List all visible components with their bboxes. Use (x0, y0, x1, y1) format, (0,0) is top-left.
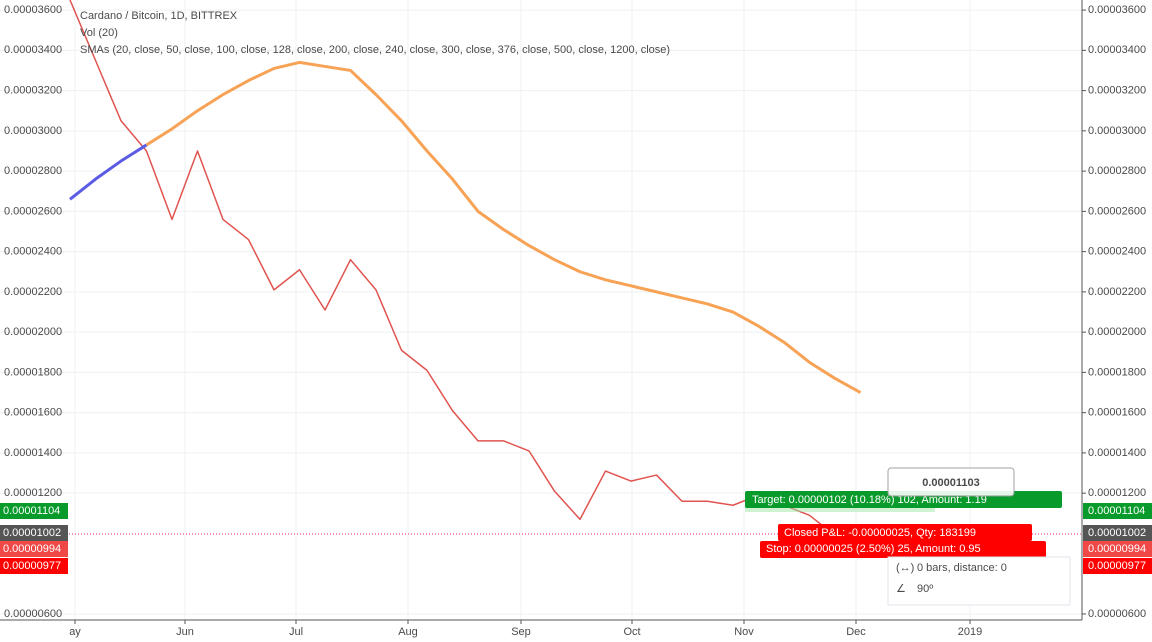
series-line (69, 0, 861, 537)
price-label-bg (1083, 541, 1152, 557)
x-tick-label: Oct (623, 626, 640, 638)
y-tick-label-left: 0.00002000 (4, 326, 62, 338)
y-tick-label: 0.00000600 (1088, 608, 1146, 620)
y-tick-label: 0.00001800 (1088, 366, 1146, 378)
x-tick-label: Sep (511, 626, 531, 638)
y-tick-label: 0.00003600 (1088, 4, 1146, 16)
y-tick-label: 0.00002800 (1088, 165, 1146, 177)
y-tick-label: 0.00003000 (1088, 125, 1146, 137)
price-label-bg-left (0, 503, 68, 519)
bars-text: 0 bars, distance: 0 (917, 562, 1007, 574)
x-tick-label: Jul (289, 626, 303, 638)
x-tick-label: Jun (176, 626, 194, 638)
indicator-label: SMAs (20, close, 50, close, 100, close, … (80, 44, 670, 56)
price-label-left: 0.00001104 (3, 505, 60, 517)
price-label: 0.00000977 (1088, 560, 1146, 572)
y-tick-label: 0.00002600 (1088, 205, 1146, 217)
crosshair-price: 0.00001103 (922, 477, 980, 489)
chart-title: Cardano / Bitcoin, 1D, BITTREX (80, 10, 238, 22)
bars-icon: (↔) (896, 562, 914, 574)
y-tick-label: 0.00001600 (1088, 407, 1146, 419)
price-label-bg (1083, 558, 1152, 574)
y-tick-label-left: 0.00002600 (4, 205, 62, 217)
y-tick-label: 0.00002200 (1088, 286, 1146, 298)
y-tick-label-left: 0.00003600 (4, 4, 62, 16)
closed-box (778, 524, 1032, 541)
y-tick-label: 0.00001400 (1088, 447, 1146, 459)
price-label-bg (1083, 503, 1152, 519)
y-tick-label-left: 0.00002200 (4, 286, 62, 298)
price-label: 0.00001104 (1088, 505, 1145, 517)
price-label: 0.00001002 (1088, 527, 1146, 539)
y-tick-label-left: 0.00003000 (4, 125, 62, 137)
plot (69, 0, 862, 537)
y-tick-label-left: 0.00003200 (4, 84, 62, 96)
y-tick-label: 0.00001200 (1088, 487, 1146, 499)
y-tick-label: 0.00002400 (1088, 246, 1146, 258)
series-line (145, 60, 862, 394)
y-tick-label-left: 0.00002400 (4, 246, 62, 258)
measure-box (887, 556, 1071, 606)
angle-text: 90º (917, 583, 933, 595)
series-line (69, 143, 148, 201)
angle-icon: ∠ (896, 583, 906, 595)
volume-label: Vol (20) (80, 27, 118, 39)
price-label: 0.00000994 (1088, 543, 1146, 555)
stop-text: Stop: 0.00000025 (2.50%) 25, Amount: 0.9… (766, 543, 981, 555)
price-label-left: 0.00000994 (3, 543, 61, 555)
y-tick-label-left: 0.00001200 (4, 487, 62, 499)
x-tick-label: Nov (734, 626, 754, 638)
x-tick-label: 2019 (958, 626, 982, 638)
y-tick-label-left: 0.00002800 (4, 165, 62, 177)
closed-text: Closed P&L: -0.00000025, Qty: 183199 (784, 527, 976, 539)
y-tick-label: 0.00002000 (1088, 326, 1146, 338)
price-label-bg (1083, 525, 1152, 541)
price-label-bg-left (0, 525, 68, 541)
y-tick-label: 0.00003400 (1088, 44, 1146, 56)
grid (0, 0, 1082, 620)
price-label-bg-left (0, 558, 68, 574)
x-tick-label: ay (69, 626, 81, 638)
price-label-bg-left (0, 541, 68, 557)
y-tick-label-left: 0.00001400 (4, 447, 62, 459)
x-tick-label: Aug (398, 626, 418, 638)
price-label-left: 0.00000977 (3, 560, 61, 572)
labels: 0.00003600 0.00003600 0.00003400 0.00003400… (0, 4, 1152, 638)
price-label-left: 0.00001002 (3, 527, 61, 539)
stop-box (760, 541, 1046, 558)
y-tick-label: 0.00003200 (1088, 84, 1146, 96)
y-tick-label-left: 0.00003400 (4, 44, 62, 56)
y-tick-label-left: 0.00001800 (4, 366, 62, 378)
crosshair-box (887, 467, 1015, 497)
y-tick-label-left: 0.00001600 (4, 407, 62, 419)
y-tick-label-left: 0.00000600 (4, 608, 62, 620)
target-text: Target: 0.00000102 (10.18%) 102, Amount:… (752, 494, 987, 506)
x-tick-label: Dec (846, 626, 866, 638)
